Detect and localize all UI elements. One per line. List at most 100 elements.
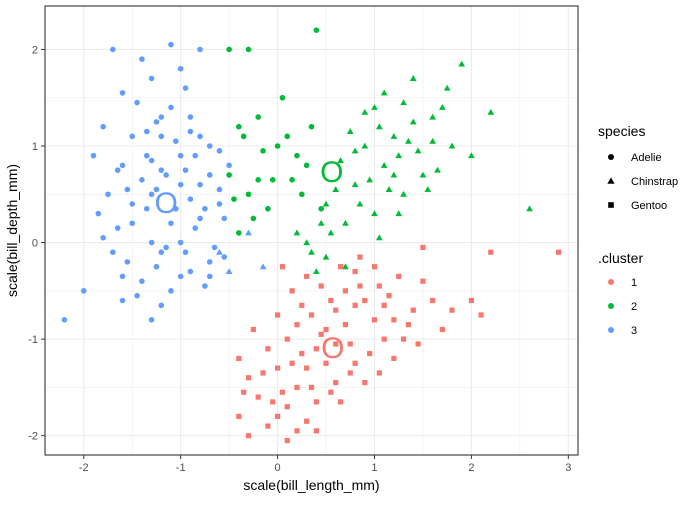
data-point-cluster-1-gentoo xyxy=(333,379,339,386)
data-point-cluster-3-adelie xyxy=(148,157,155,164)
data-point-cluster-2-chinstrap xyxy=(390,132,398,139)
data-point-cluster-1-gentoo xyxy=(333,341,339,347)
data-point-cluster-3-adelie xyxy=(158,249,165,256)
data-point-cluster-3-adelie xyxy=(119,162,126,169)
data-point-cluster-3-adelie xyxy=(197,133,203,140)
data-point-cluster-3-chinstrap xyxy=(259,263,267,270)
axes: -2 -1 0 1 2 3 -2 -1 0 1 2 scale(bill_length_mm) scal… xyxy=(4,5,579,493)
data-point-cluster-3-adelie xyxy=(153,186,160,193)
data-point-cluster-3-adelie xyxy=(192,152,199,159)
data-point-cluster-2-chinstrap xyxy=(332,186,340,192)
data-point-cluster-3-adelie xyxy=(139,278,145,284)
data-point-cluster-1-gentoo xyxy=(299,351,305,357)
data-point-cluster-1-gentoo xyxy=(279,264,286,270)
data-point-cluster-3-adelie xyxy=(143,128,150,135)
data-point-cluster-1-gentoo xyxy=(245,375,252,381)
data-point-cluster-1-gentoo xyxy=(468,297,474,304)
cluster-legend-label: 2 xyxy=(631,301,637,313)
species-legend-label: Adelie xyxy=(631,152,662,164)
data-point-cluster-2-chinstrap xyxy=(322,200,330,207)
data-point-cluster-3-adelie xyxy=(216,186,223,193)
data-point-cluster-2-chinstrap xyxy=(327,229,335,236)
data-point-cluster-3-adelie xyxy=(202,283,208,289)
data-point-cluster-3-adelie xyxy=(221,254,228,260)
data-point-cluster-1-gentoo xyxy=(313,399,319,405)
data-point-cluster-2-chinstrap xyxy=(312,268,320,275)
data-point-cluster-2-adelie xyxy=(226,172,232,178)
x-tick-label: 0 xyxy=(275,462,281,474)
x-axis-title: scale(bill_length_mm) xyxy=(243,477,379,493)
data-points xyxy=(61,27,562,444)
data-point-cluster-1-gentoo xyxy=(308,384,315,391)
data-point-cluster-1-gentoo xyxy=(371,317,378,323)
data-point-cluster-3-adelie xyxy=(80,288,87,294)
x-tick-label: 3 xyxy=(565,462,571,474)
data-point-cluster-3-adelie xyxy=(100,123,106,130)
data-point-cluster-3-adelie xyxy=(100,234,106,241)
data-point-cluster-3-chinstrap xyxy=(245,229,252,236)
data-point-cluster-2-chinstrap xyxy=(400,190,407,197)
data-point-cluster-3-adelie xyxy=(197,181,203,188)
data-point-cluster-3-adelie xyxy=(61,317,68,323)
data-point-cluster-1-gentoo xyxy=(347,370,353,376)
data-point-cluster-3-adelie xyxy=(168,104,174,111)
data-point-cluster-2-chinstrap xyxy=(337,157,344,164)
data-point-cluster-2-adelie xyxy=(279,94,286,101)
data-point-cluster-1-gentoo xyxy=(304,365,310,371)
data-point-cluster-2-chinstrap xyxy=(419,171,427,178)
data-point-cluster-2-chinstrap xyxy=(293,229,301,236)
data-point-cluster-1-gentoo xyxy=(415,341,421,347)
data-point-cluster-1-gentoo xyxy=(313,346,319,352)
data-point-cluster-2-chinstrap xyxy=(409,75,417,81)
data-point-cluster-1-gentoo xyxy=(294,428,300,434)
data-point-cluster-3-adelie xyxy=(187,196,194,202)
data-point-cluster-1-gentoo xyxy=(318,283,324,289)
data-point-cluster-3-adelie xyxy=(90,152,97,159)
species-legend-label: Chinstrap xyxy=(631,176,678,188)
data-point-cluster-1-gentoo xyxy=(337,399,344,405)
data-point-cluster-2-chinstrap xyxy=(429,113,436,120)
data-point-cluster-2-adelie xyxy=(255,114,261,120)
data-point-cluster-1-gentoo xyxy=(328,389,334,395)
data-point-cluster-3-adelie xyxy=(202,205,208,212)
data-point-cluster-1-gentoo xyxy=(308,312,315,318)
data-point-cluster-3-chinstrap xyxy=(216,248,223,255)
cluster-legend-key-3 xyxy=(608,327,614,333)
data-point-cluster-3-adelie xyxy=(163,172,169,178)
cluster-legend-label: 3 xyxy=(631,325,637,337)
data-point-cluster-1-gentoo xyxy=(362,297,368,304)
cluster-legend-label: 1 xyxy=(631,277,637,289)
data-point-cluster-1-gentoo xyxy=(376,283,382,289)
data-point-cluster-3-adelie xyxy=(148,75,155,82)
data-point-cluster-3-adelie xyxy=(114,167,121,173)
data-point-cluster-2-chinstrap xyxy=(424,186,432,192)
data-point-cluster-1-gentoo xyxy=(236,355,242,362)
x-tick-label: -2 xyxy=(79,462,89,474)
data-point-cluster-3-adelie xyxy=(114,225,121,231)
y-tick-label: -2 xyxy=(28,431,38,443)
data-point-cluster-1-gentoo xyxy=(352,302,358,308)
data-point-cluster-2-chinstrap xyxy=(308,248,315,255)
species-legend-title: species xyxy=(598,123,645,139)
species-legend-key-gentoo xyxy=(608,202,614,208)
data-point-cluster-3-adelie xyxy=(177,181,184,188)
data-point-cluster-3-adelie xyxy=(119,273,126,280)
data-point-cluster-3-adelie xyxy=(153,119,160,125)
data-point-cluster-1-gentoo xyxy=(347,341,353,347)
data-point-cluster-1-gentoo xyxy=(449,307,455,313)
data-point-cluster-2-chinstrap xyxy=(322,253,330,260)
data-point-cluster-1-gentoo xyxy=(381,336,387,342)
data-point-cluster-3-adelie xyxy=(173,138,179,144)
data-point-cluster-1-gentoo xyxy=(284,404,290,410)
data-point-cluster-3-adelie xyxy=(129,220,136,227)
y-tick-label: 2 xyxy=(32,44,38,56)
data-point-cluster-2-adelie xyxy=(265,205,271,212)
data-point-cluster-2-chinstrap xyxy=(342,263,349,270)
panel-border xyxy=(44,5,579,456)
data-point-cluster-1-gentoo xyxy=(333,307,339,313)
data-point-cluster-1-gentoo xyxy=(304,418,310,424)
data-point-cluster-3-adelie xyxy=(134,292,140,299)
data-point-cluster-1-gentoo xyxy=(352,268,358,275)
grid-lines xyxy=(45,6,578,455)
data-point-cluster-3-adelie xyxy=(221,215,228,222)
